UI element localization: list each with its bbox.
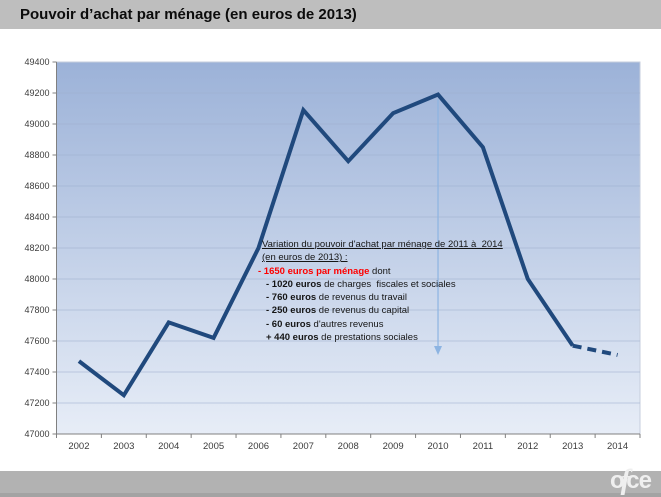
page-title: Pouvoir d’achat par ménage (en euros de … <box>20 6 357 23</box>
y-axis-label: 48000 <box>24 274 49 284</box>
x-axis-label: 2005 <box>203 441 224 452</box>
x-axis-label: 2011 <box>473 441 493 452</box>
annotation-item-value: - 760 euros <box>266 292 317 304</box>
annotation-arrowhead <box>434 346 443 355</box>
x-axis-label: 2004 <box>158 441 179 452</box>
y-axis-label: 47800 <box>24 305 49 315</box>
annotation-item-label: de revenus du capital <box>316 305 410 317</box>
annotation-item: + 440 euros de prestations sociales <box>266 331 503 344</box>
annotation-item-label: de prestations sociales <box>318 332 418 344</box>
annotation-item: - 1020 euros de charges fiscales et soci… <box>266 278 503 291</box>
annotation-item-list: - 1020 euros de charges fiscales et soci… <box>258 278 503 344</box>
y-axis-label: 47000 <box>24 429 49 439</box>
logo-letter-f: f <box>620 464 631 496</box>
annotation-box: Variation du pouvoir d'achat par ménage … <box>258 238 503 344</box>
line-chart: 47000 47200 47400 47600 47800 48000 48200 48400… <box>24 57 641 452</box>
y-axis-label: 49400 <box>24 57 49 67</box>
series-line-dashed <box>572 343 618 357</box>
annotation-total-rest: dont <box>369 265 391 277</box>
annotation-item-label: de charges fiscales et sociales <box>321 278 456 290</box>
annotation-heading: Variation du pouvoir d'achat par ménage … <box>262 239 503 250</box>
x-axis-label: 2010 <box>427 441 448 452</box>
y-axis-label: 49200 <box>24 88 49 98</box>
annotation-item-value: - 1020 euros <box>266 278 322 290</box>
annotation-item-label: d'autres revenus <box>310 318 384 330</box>
title-bar: Pouvoir d’achat par ménage (en euros de … <box>0 0 661 29</box>
annotation-item-label: de revenus du travail <box>316 292 408 304</box>
logo-letters-ce: ce <box>626 467 652 494</box>
y-axis-label: 48800 <box>24 150 49 160</box>
annotation-total: - 1650 euros par ménage dont <box>258 265 503 278</box>
annotation-subheading: (en euros de 2013) : <box>262 252 348 264</box>
x-axis-label: 2007 <box>293 441 314 452</box>
x-axis-label: 2006 <box>248 441 269 452</box>
x-axis-label: 2009 <box>383 441 404 452</box>
annotation-total-value: - 1650 euros par ménage <box>258 265 370 277</box>
footer-bar: ofce <box>0 466 661 497</box>
ofce-logo: ofce <box>609 464 652 496</box>
annotation-item-value: - 250 euros <box>266 305 317 317</box>
x-axis-label: 2012 <box>517 441 538 452</box>
y-axis-label: 49000 <box>24 119 49 129</box>
x-axis-label: 2014 <box>607 441 628 452</box>
y-axis-label: 47200 <box>24 398 49 408</box>
series-line <box>77 92 575 399</box>
annotation-item: - 60 euros d'autres revenus <box>266 318 503 331</box>
y-axis-label: 48600 <box>24 181 49 191</box>
y-axis-label: 47600 <box>24 336 49 346</box>
annotation-item: - 760 euros de revenus du travail <box>266 291 503 304</box>
y-axis-label: 47400 <box>24 367 49 377</box>
x-axis-label: 2008 <box>338 441 359 452</box>
annotation-item: - 250 euros de revenus du capital <box>266 304 503 317</box>
x-axis-label: 2003 <box>113 441 134 452</box>
x-axis-label: 2013 <box>562 441 583 452</box>
x-axis-label: 2002 <box>68 441 89 452</box>
y-axis-label: 48200 <box>24 243 49 253</box>
annotation-item-value: + 440 euros <box>266 332 319 344</box>
annotation-item-value: - 60 euros <box>266 318 311 330</box>
logo-letter-o: o <box>609 467 625 494</box>
y-axis-label: 48400 <box>24 212 49 222</box>
chart-area: 47000 47200 47400 47600 47800 48000 48200 48400… <box>0 29 661 471</box>
